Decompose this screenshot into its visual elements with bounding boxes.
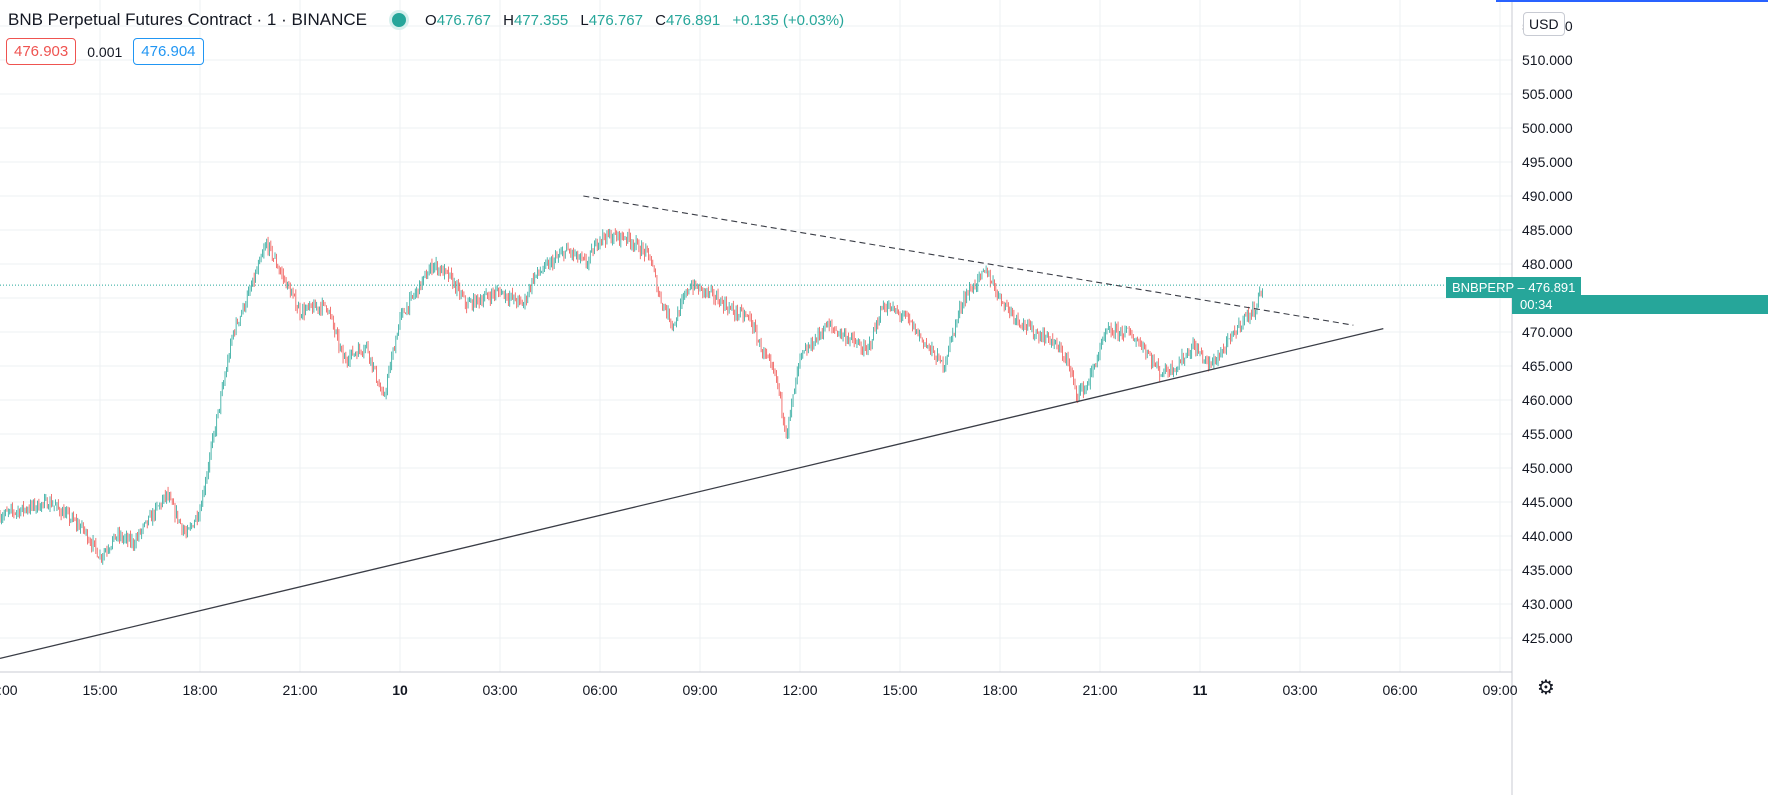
open-label: O xyxy=(425,11,437,29)
price-tick-label: 430.000 xyxy=(1522,596,1573,612)
active-pane-indicator xyxy=(1496,0,1768,2)
open-value: 476.767 xyxy=(436,11,491,29)
price-axis: 425.000 430.000 435.000 440.000 445.000 450.0… xyxy=(1511,0,1573,795)
trend-lines xyxy=(0,195,1512,660)
time-tick-label: 12:00 xyxy=(782,682,817,698)
ohlc-values: O476.767 H477.355 L476.767 C476.891 +0.1… xyxy=(425,12,852,29)
time-tick-label: 12:00 xyxy=(0,682,18,698)
price-tag-symbol: BNBPERP xyxy=(1452,280,1514,295)
price-tick-label: 470.000 xyxy=(1522,324,1573,340)
time-tick-label: 09:00 xyxy=(1482,682,1517,698)
support-trend-line xyxy=(0,327,1384,660)
close-value: 476.891 xyxy=(665,11,721,29)
price-tick-label: 495.000 xyxy=(1522,154,1573,170)
low-value: 476.767 xyxy=(588,11,643,29)
price-tick-label: 460.000 xyxy=(1522,392,1573,408)
time-tick-label: 21:00 xyxy=(1082,682,1117,698)
spread-value: 0.001 xyxy=(87,43,123,60)
last-price-tag: BNBPERP – 476.891 xyxy=(1446,277,1582,298)
time-tick-label: 03:00 xyxy=(1282,682,1317,698)
change-value: +0.135 (+0.03%) xyxy=(732,11,845,29)
price-tag-separator: – xyxy=(1517,280,1525,295)
price-tick-label: 440.000 xyxy=(1522,528,1573,544)
chart-grid xyxy=(0,0,1512,672)
time-tick-label: 15:00 xyxy=(82,682,117,698)
price-tick-label: 445.000 xyxy=(1522,494,1573,510)
time-tick-label: 15:00 xyxy=(882,682,917,698)
price-tick-label: 480.000 xyxy=(1522,256,1573,272)
resistance-trend-line xyxy=(583,195,1354,326)
high-label: H xyxy=(503,11,514,29)
price-tick-label: 425.000 xyxy=(1522,630,1573,646)
trade-buttons: 476.903 0.001 476.904 xyxy=(6,38,204,65)
high-value: 477.355 xyxy=(513,11,569,29)
price-tick-label: 450.000 xyxy=(1522,460,1573,476)
dot-icon xyxy=(389,10,410,30)
time-tick-label: 18:00 xyxy=(982,682,1017,698)
low-label: L xyxy=(580,11,589,29)
price-tag-value: 476.891 xyxy=(1528,280,1576,295)
price-tick-label: 435.000 xyxy=(1522,562,1573,578)
bar-countdown: 00:34 xyxy=(1512,295,1768,314)
sell-button[interactable]: 476.903 xyxy=(6,38,77,65)
currency-button[interactable]: USD xyxy=(1523,12,1565,36)
time-tick-label: 06:00 xyxy=(582,682,617,698)
symbol-legend: BNB Perpetual Futures Contract · 1 · BIN… xyxy=(8,10,852,30)
time-tick-label: 11 xyxy=(1193,682,1208,698)
price-tick-label: 500.000 xyxy=(1522,120,1573,136)
time-tick-label: 06:00 xyxy=(1382,682,1417,698)
buy-button[interactable]: 476.904 xyxy=(133,38,204,65)
time-axis: 12:00 15:00 18:00 21:00 10 03:00 06:00 09:00 12:… xyxy=(0,671,1518,698)
price-tick-label: 505.000 xyxy=(1522,86,1573,102)
time-tick-label: 21:00 xyxy=(282,682,317,698)
symbol-title[interactable]: BNB Perpetual Futures Contract · 1 · BIN… xyxy=(8,10,368,29)
close-label: C xyxy=(655,11,666,29)
price-tick-label: 455.000 xyxy=(1522,426,1573,442)
time-tick-label: 18:00 xyxy=(182,682,217,698)
price-tick-label: 490.000 xyxy=(1522,188,1573,204)
price-tick-label: 465.000 xyxy=(1522,358,1573,374)
candlestick-series xyxy=(0,228,1263,565)
time-tick-label: 03:00 xyxy=(482,682,517,698)
time-tick-label: 10 xyxy=(392,682,408,698)
gear-icon[interactable]: ⚙ xyxy=(1537,677,1555,699)
time-tick-label: 09:00 xyxy=(682,682,717,698)
price-tick-label: 485.000 xyxy=(1522,222,1573,238)
price-tick-label: 510.000 xyxy=(1522,52,1573,68)
